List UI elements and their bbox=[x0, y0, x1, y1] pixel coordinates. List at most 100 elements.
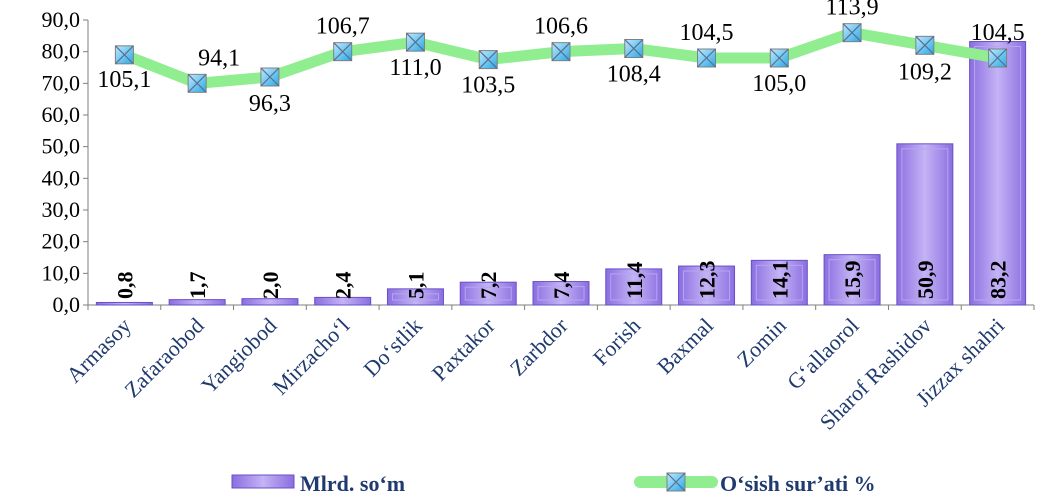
bar-value-label: 15,9 bbox=[840, 261, 865, 300]
bar-body bbox=[969, 41, 1027, 306]
line-value-label: 109,2 bbox=[898, 59, 952, 85]
bar-value-label: 7,2 bbox=[476, 272, 501, 300]
legend-marker bbox=[666, 472, 686, 492]
line-marker bbox=[915, 35, 935, 55]
bar bbox=[969, 41, 1027, 306]
bars bbox=[95, 41, 1027, 306]
line-marker-cross bbox=[769, 48, 789, 68]
legend: Mlrd. so‘m O‘sish sur’ati % bbox=[231, 471, 876, 496]
y-tick-label: 50,0 bbox=[42, 134, 81, 159]
line-marker-cross bbox=[551, 42, 571, 62]
x-axis-label: Forish bbox=[588, 313, 645, 370]
bar bbox=[241, 298, 299, 306]
line-marker-cross bbox=[915, 35, 935, 55]
y-tick-label: 30,0 bbox=[42, 197, 81, 222]
legend-item-bars: Mlrd. so‘m bbox=[231, 471, 405, 496]
bar-inner-frame bbox=[901, 148, 949, 301]
bar bbox=[95, 301, 153, 306]
bar-body bbox=[95, 301, 153, 306]
bar-value-label: 83,2 bbox=[986, 261, 1011, 300]
x-axis-label: Armasoy bbox=[61, 313, 136, 388]
line-marker bbox=[624, 39, 644, 58]
bar-value-label: 50,9 bbox=[913, 261, 938, 300]
line-value-label: 96,3 bbox=[249, 91, 291, 117]
line-marker bbox=[187, 73, 207, 93]
line-value-label: 94,1 bbox=[198, 45, 240, 71]
point-labels: 105,1 94,1 96,3 106,7 111,0 103,5 106,6 108,4 10… bbox=[97, 0, 1024, 117]
bar-body bbox=[168, 299, 226, 306]
line-value-label: 108,4 bbox=[607, 62, 661, 88]
bar bbox=[386, 288, 444, 306]
legend-label-bars: Mlrd. so‘m bbox=[300, 471, 405, 496]
bar-body bbox=[532, 281, 590, 306]
bar-body bbox=[386, 288, 444, 306]
bar-value-label: 2,0 bbox=[258, 272, 283, 300]
line-marker-cross bbox=[260, 67, 280, 87]
line-marker bbox=[405, 32, 425, 52]
y-tick-label: 70,0 bbox=[42, 70, 81, 95]
line-marker bbox=[769, 48, 789, 68]
legend-label-line: O‘sish sur’ati % bbox=[720, 471, 876, 496]
bar bbox=[750, 259, 808, 306]
bar-inner-frame bbox=[610, 273, 658, 301]
line-value-label: 113,9 bbox=[826, 0, 879, 21]
y-tick-label: 20,0 bbox=[42, 229, 81, 254]
line-value-label: 111,0 bbox=[389, 55, 441, 81]
line-value-label: 106,6 bbox=[534, 14, 588, 40]
bar-inner-frame bbox=[464, 286, 512, 301]
line-marker-cross bbox=[988, 48, 1008, 68]
bar-body bbox=[459, 281, 517, 306]
bar-body bbox=[605, 268, 663, 306]
x-axis-label: Yangiobod bbox=[196, 313, 281, 398]
bar-value-label: 5,1 bbox=[403, 272, 428, 300]
bar-inner-frame bbox=[755, 264, 803, 301]
legend-swatch-bars bbox=[231, 474, 295, 489]
line-marker bbox=[114, 45, 134, 65]
bar-value-label: 2,4 bbox=[331, 272, 356, 300]
bar-inner-frame bbox=[974, 46, 1022, 301]
y-tick-label: 10,0 bbox=[42, 260, 81, 285]
bar-body bbox=[823, 254, 881, 306]
bar bbox=[896, 143, 954, 306]
x-axis-label: Baxmal bbox=[652, 313, 718, 379]
line-value-label: 104,5 bbox=[680, 20, 734, 46]
line-marker bbox=[988, 48, 1008, 68]
line-markers bbox=[114, 23, 1008, 93]
line-value-label: 105,1 bbox=[97, 67, 151, 93]
bar bbox=[823, 254, 881, 306]
line-marker bbox=[842, 23, 862, 43]
line-value-label: 104,5 bbox=[971, 20, 1025, 46]
x-axis-label: Zarbdor bbox=[505, 312, 573, 380]
line-marker-cross bbox=[842, 23, 862, 43]
line-marker-cross bbox=[406, 32, 425, 52]
legend-item-line: O‘sish sur’ati % bbox=[634, 471, 876, 496]
y-tick-label: 90,0 bbox=[42, 7, 81, 32]
line-marker bbox=[478, 50, 498, 70]
y-tick-label: 0,0 bbox=[53, 292, 81, 317]
bar bbox=[678, 265, 736, 306]
bar-value-label: 7,4 bbox=[549, 272, 574, 300]
line-marker bbox=[260, 67, 280, 87]
bar-inner-frame bbox=[391, 293, 439, 301]
line-marker bbox=[551, 42, 571, 62]
x-axis-label: Zomin bbox=[732, 313, 791, 372]
bar-inner-frame bbox=[828, 259, 876, 301]
bar-inner-frame bbox=[683, 270, 731, 301]
line-marker-cross bbox=[114, 45, 134, 65]
bar bbox=[459, 281, 517, 306]
line-value-label: 103,5 bbox=[461, 73, 515, 99]
bar-body bbox=[241, 298, 299, 306]
line-marker bbox=[333, 42, 353, 62]
bar bbox=[532, 281, 590, 306]
bar-value-label: 0,8 bbox=[112, 272, 137, 300]
bar-value-label: 1,7 bbox=[185, 272, 210, 300]
bar-body bbox=[896, 143, 954, 306]
line-marker-cross bbox=[187, 73, 207, 93]
line-value-label: 106,7 bbox=[316, 14, 370, 40]
line-marker-cross bbox=[478, 50, 498, 70]
bar-body bbox=[750, 259, 808, 306]
bar-inner-frame bbox=[537, 286, 585, 301]
bar-value-label: 12,3 bbox=[695, 261, 720, 300]
x-axis-label: Mirzacho‘l bbox=[267, 313, 354, 400]
